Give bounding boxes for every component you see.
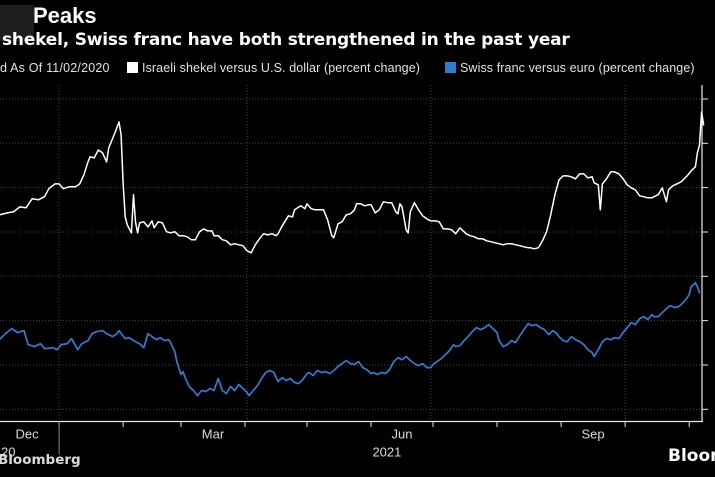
series-line-0 bbox=[0, 111, 705, 254]
normalized-as-of-note: d As Of 11/02/2020 bbox=[0, 61, 110, 75]
legend: d As Of 11/02/2020 Israeli shekel versus… bbox=[0, 59, 715, 77]
legend-swatch-icon bbox=[127, 62, 138, 73]
chart-subtitle: shekel, Swiss franc have both strengthen… bbox=[2, 30, 570, 50]
chart-title: Peaks bbox=[33, 3, 97, 28]
bloomberg-logo: Bloomberg bbox=[668, 446, 715, 470]
source-credit: Bloomberg bbox=[0, 452, 81, 468]
legend-label: Israeli shekel versus U.S. dollar (perce… bbox=[142, 61, 421, 75]
bloomberg-logo-text: Bloomberg bbox=[668, 446, 715, 466]
year-label: 2021 bbox=[372, 445, 401, 460]
cropped-logo-box bbox=[0, 5, 34, 41]
legend-item-shekel: Israeli shekel versus U.S. dollar (perce… bbox=[127, 59, 420, 77]
legend-item-franc: Swiss franc versus euro (percent change) bbox=[445, 59, 695, 77]
series-line-1 bbox=[0, 281, 701, 397]
x-axis-label: Mar bbox=[202, 427, 225, 442]
legend-swatch-icon bbox=[445, 62, 456, 73]
x-axis-label: Dec bbox=[16, 427, 40, 442]
x-axis-label: Jun bbox=[392, 427, 413, 442]
year-label: 20 bbox=[1, 445, 15, 460]
x-axis-label: Sep bbox=[582, 427, 605, 442]
legend-label: Swiss franc versus euro (percent change) bbox=[460, 61, 695, 75]
